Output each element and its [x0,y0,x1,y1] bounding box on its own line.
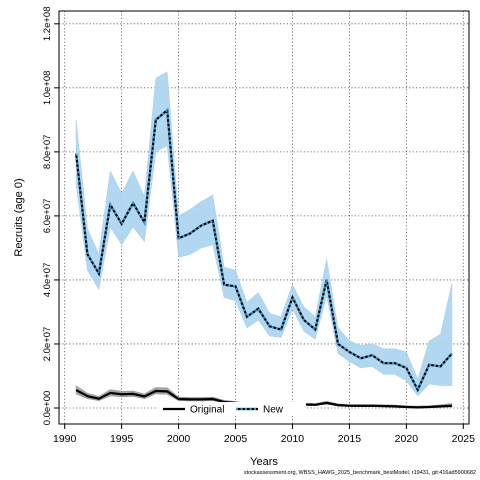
x-axis-title: Years [250,456,278,468]
legend: Original New [158,402,306,416]
x-tick-label: 1990 [53,433,77,445]
x-tick-label: 2020 [395,433,419,445]
legend-background [158,402,306,416]
plot-frame [58,10,470,425]
x-tick-label: 2010 [281,433,305,445]
x-tick-label: 2025 [452,433,476,445]
series-line-new [74,108,453,393]
y-tick-label: 6.0e+07 [42,199,53,234]
y-tick-label: 2.0e+07 [42,327,53,362]
legend-label-original: Original [190,405,224,416]
x-tick-label: 2015 [338,433,362,445]
y-tick-label: 1.0e+08 [42,71,53,106]
y-tick-label: 1.2e+08 [42,7,53,42]
y-tick-label: 8.0e+07 [42,135,53,170]
x-tick-label: 1995 [110,433,134,445]
x-tick-label: 2005 [224,433,248,445]
x-tick-label: 2000 [167,433,191,445]
y-axis-title: Recruits (age 0) [13,178,25,256]
y-tick-label: 4.0e+07 [42,263,53,298]
confidence-band-original [75,385,453,409]
confidence-band-new [75,71,453,397]
legend-label-new: New [263,405,284,416]
y-tick-label: 0.0e+00 [42,391,53,426]
footer-text: stockassessment.org, WBSS_HAWG_2025_benc… [243,470,476,476]
